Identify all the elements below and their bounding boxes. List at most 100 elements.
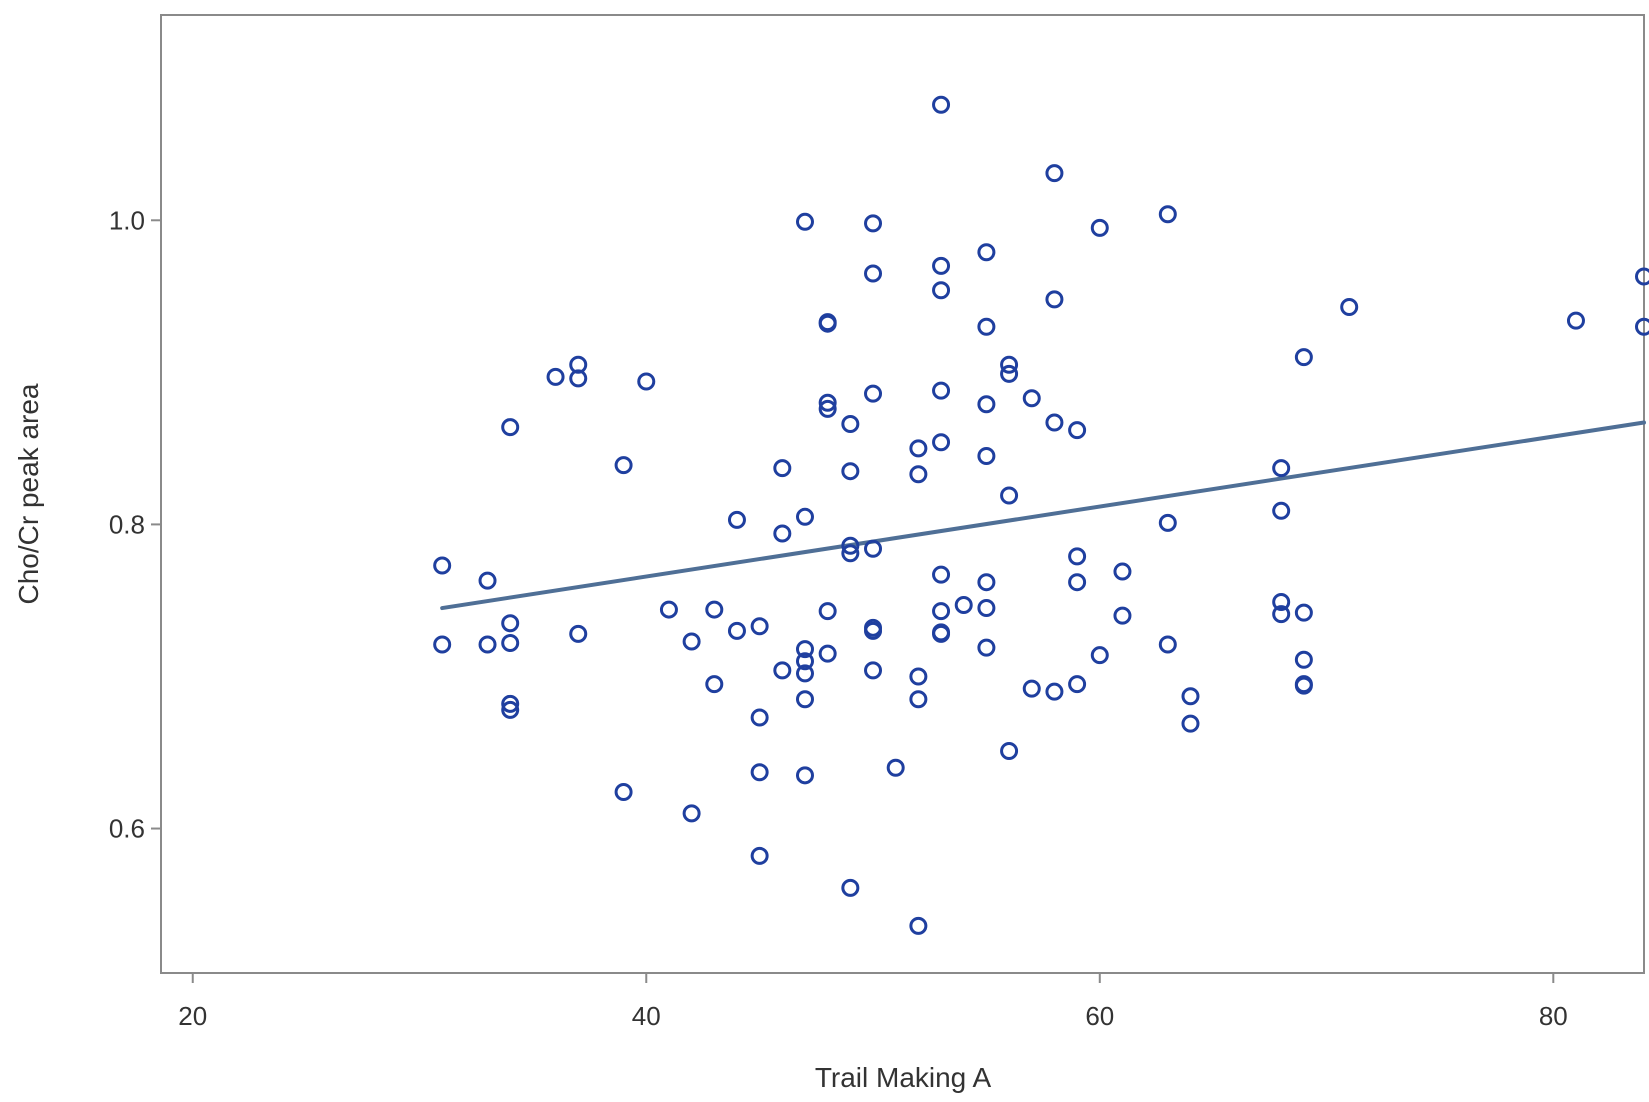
data-point [977, 573, 996, 592]
data-point [637, 372, 656, 391]
data-point [1340, 297, 1359, 316]
data-point [546, 367, 565, 386]
data-point [977, 599, 996, 618]
data-point [1045, 682, 1064, 701]
y-tick-label: 1.0 [109, 205, 145, 235]
data-point [750, 708, 769, 727]
data-point [818, 644, 837, 663]
data-point [864, 384, 883, 403]
data-point [795, 507, 814, 526]
data-point [864, 661, 883, 680]
data-point [818, 602, 837, 621]
x-axis: 20 40 60 80 [178, 973, 1568, 1031]
data-point [818, 393, 837, 412]
data-point [1272, 459, 1291, 478]
data-point [501, 700, 520, 719]
data-point [909, 690, 928, 709]
data-point [795, 690, 814, 709]
data-point [1158, 205, 1177, 224]
data-point [841, 462, 860, 481]
data-point [1294, 650, 1313, 669]
data-point [795, 640, 814, 659]
data-point [1022, 389, 1041, 408]
data-point [705, 675, 724, 694]
data-point [501, 694, 520, 713]
data-point [932, 256, 951, 275]
data-point [909, 667, 928, 686]
plot-area-frame [160, 14, 1645, 974]
x-tick-label: 40 [632, 1001, 661, 1031]
data-point [569, 369, 588, 388]
data-point [886, 758, 905, 777]
data-point [773, 661, 792, 680]
data-point [864, 621, 883, 640]
data-point [932, 95, 951, 114]
data-point [727, 510, 746, 529]
data-point [1000, 355, 1019, 374]
data-point [1068, 421, 1087, 440]
data-point [1272, 605, 1291, 624]
data-point [795, 212, 814, 231]
data-point [1294, 603, 1313, 622]
data-point [1294, 676, 1313, 695]
data-point [1090, 646, 1109, 665]
data-point [501, 418, 520, 437]
data-point [1045, 164, 1064, 183]
data-point [1113, 606, 1132, 625]
data-point [841, 415, 860, 434]
data-point [773, 459, 792, 478]
x-tick-label: 60 [1085, 1001, 1114, 1031]
data-point [705, 600, 724, 619]
y-tick-label: 0.6 [109, 814, 145, 844]
y-axis-title: Cho/Cr peak area [13, 383, 44, 604]
data-point [932, 433, 951, 452]
data-point [1000, 364, 1019, 383]
data-point [750, 617, 769, 636]
data-point [1090, 218, 1109, 237]
data-point [569, 624, 588, 643]
data-point [659, 600, 678, 619]
data-point [727, 621, 746, 640]
data-point [478, 571, 497, 590]
data-point [433, 556, 452, 575]
y-tick-label: 0.8 [109, 509, 145, 539]
data-point [932, 624, 951, 643]
data-point [750, 846, 769, 865]
data-point [932, 565, 951, 584]
data-point [1158, 635, 1177, 654]
data-point [818, 399, 837, 418]
data-point [795, 766, 814, 785]
data-point [682, 632, 701, 651]
data-point [1068, 573, 1087, 592]
regression-line-layer [440, 420, 1646, 611]
x-axis-title: Trail Making A [815, 1062, 992, 1093]
data-point [1068, 675, 1087, 694]
data-point [1000, 741, 1019, 760]
data-point [614, 456, 633, 475]
data-point [614, 783, 633, 802]
data-point [932, 381, 951, 400]
data-point [478, 635, 497, 654]
data-point [795, 664, 814, 683]
data-point [1635, 317, 1649, 336]
data-point [864, 539, 883, 558]
data-point [682, 804, 701, 823]
data-point [795, 652, 814, 671]
data-point [1022, 679, 1041, 698]
data-point [1113, 562, 1132, 581]
data-point [501, 634, 520, 653]
data-point [977, 395, 996, 414]
x-tick-label: 20 [178, 1001, 207, 1031]
data-point [977, 446, 996, 465]
data-point [433, 635, 452, 654]
y-axis: 0.6 0.8 1.0 [109, 205, 161, 844]
data-point [1045, 290, 1064, 309]
data-point [1181, 714, 1200, 733]
data-point [864, 214, 883, 233]
data-point [932, 602, 951, 621]
x-tick-label: 80 [1539, 1001, 1568, 1031]
data-point [1272, 592, 1291, 611]
data-point [909, 916, 928, 935]
data-point [1000, 486, 1019, 505]
